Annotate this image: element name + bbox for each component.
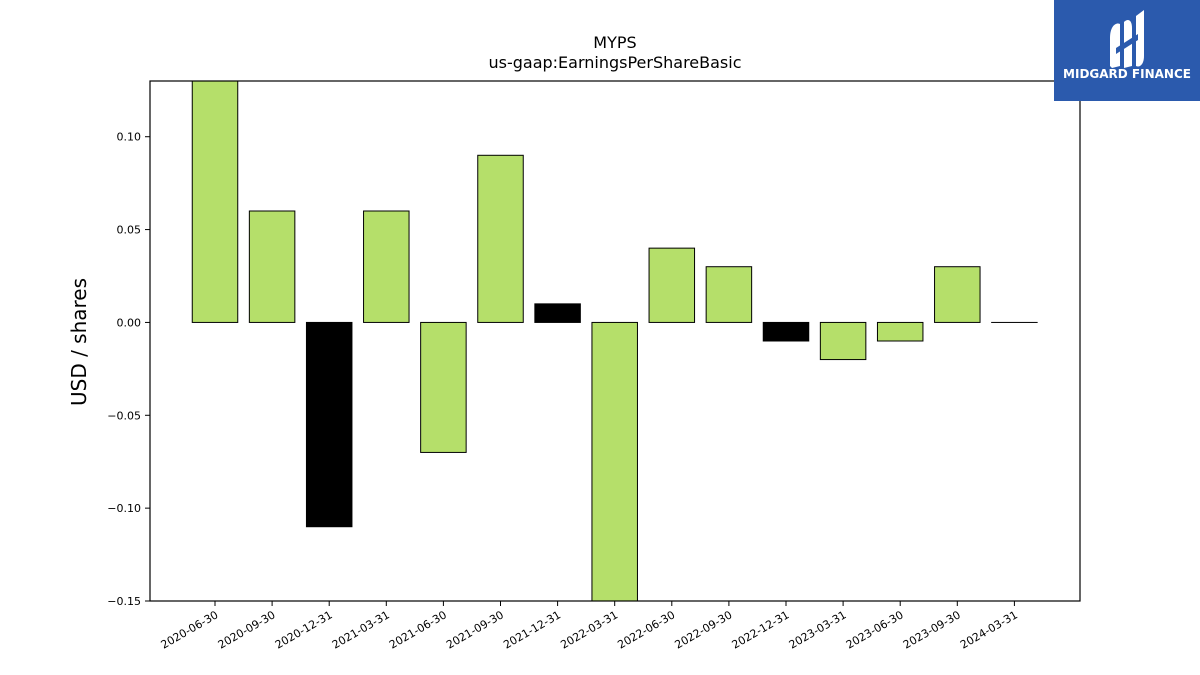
bar-2022-12-31	[762, 321, 810, 342]
x-tick-label: 2023-03-31	[787, 608, 849, 651]
bar-2020-06-30	[191, 81, 239, 323]
bar-2021-03-31	[363, 210, 410, 323]
y-axis-label: USD / shares	[67, 278, 91, 406]
y-tick-label: −0.10	[107, 502, 141, 515]
y-tick-label: −0.15	[107, 595, 141, 608]
y-tick-label: 0.05	[117, 224, 142, 237]
chart-subtitle: us-gaap:EarningsPerShareBasic	[488, 53, 741, 72]
x-tick-label: 2022-06-30	[615, 608, 677, 651]
x-tick-label: 2022-09-30	[673, 608, 735, 651]
plot-area: −0.15−0.10−0.050.000.050.102020-06-30202…	[107, 80, 1081, 652]
chart-title: MYPS	[593, 33, 636, 52]
x-tick-label: 2020-06-30	[159, 608, 221, 651]
x-tick-label: 2021-03-31	[330, 608, 392, 651]
bar-2022-03-31	[591, 321, 638, 601]
bar-2022-09-30	[705, 266, 753, 323]
bar-2023-06-30	[876, 321, 924, 342]
logo-text: MIDGARD FINANCE	[1063, 67, 1191, 81]
x-tick-label: 2020-12-31	[273, 608, 335, 651]
y-tick-label: −0.05	[107, 409, 141, 422]
midgard-logo-icon	[1110, 10, 1144, 68]
x-tick-label: 2022-03-31	[558, 608, 620, 651]
x-tick-label: 2021-06-30	[387, 608, 449, 651]
x-tick-label: 2023-09-30	[901, 608, 963, 651]
bar-2020-09-30	[248, 210, 296, 323]
x-tick-label: 2023-06-30	[844, 608, 906, 651]
x-tick-label: 2024-03-31	[958, 608, 1020, 651]
bars	[191, 81, 1038, 601]
bar-2022-06-30	[648, 247, 696, 323]
x-tick-label: 2022-12-31	[730, 608, 792, 651]
y-tick-label: 0.00	[117, 316, 142, 329]
bar-2023-09-30	[934, 266, 981, 323]
x-tick-label: 2021-09-30	[444, 608, 506, 651]
bar-2023-03-31	[819, 321, 867, 361]
bar-2021-09-30	[477, 154, 524, 323]
x-tick-label: 2021-12-31	[501, 608, 563, 651]
bar-2021-06-30	[420, 321, 467, 453]
y-tick-label: 0.10	[117, 131, 142, 144]
x-tick-label: 2020-09-30	[216, 608, 278, 651]
midgard-finance-logo: MIDGARD FINANCE	[1054, 0, 1200, 101]
bar-2020-12-31	[305, 321, 353, 528]
bar-2021-12-31	[534, 303, 581, 323]
